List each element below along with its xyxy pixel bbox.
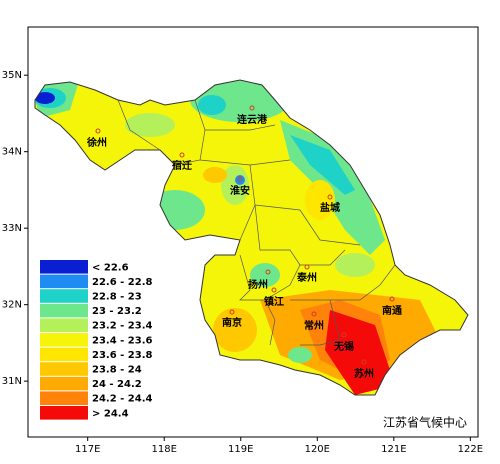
legend-label: 24 - 24.2 [92, 379, 142, 390]
legend-label: 24.2 - 24.4 [92, 394, 153, 405]
legend-label: 23 - 23.2 [92, 306, 142, 317]
city-label: 宿迁 [172, 159, 192, 172]
legend-swatch [40, 318, 88, 332]
city-label: 南通 [382, 304, 402, 317]
x-tick-label: 118E [152, 444, 177, 455]
legend-swatch [40, 260, 88, 274]
legend-swatch [40, 347, 88, 362]
city-label: 徐州 [86, 136, 107, 149]
legend-label: 23.8 - 24 [92, 365, 142, 376]
legend-label: 23.2 - 23.4 [92, 321, 153, 332]
legend-swatch [40, 274, 88, 289]
city-label: 无锡 [333, 340, 354, 353]
credit: 江苏省气候中心 [383, 415, 467, 430]
legend-swatch [40, 289, 88, 303]
x-tick-label: 119E [228, 444, 253, 455]
legend-swatch [40, 333, 88, 347]
legend-swatch [40, 303, 88, 318]
legend-label: 22.8 - 23 [92, 292, 142, 303]
city-label: 镇江 [264, 295, 284, 308]
legend-swatch [40, 362, 88, 376]
legend-label: 22.6 - 22.8 [92, 277, 153, 288]
x-tick-label: 120E [305, 444, 330, 455]
legend-swatch [40, 406, 88, 420]
city-label: 常州 [304, 319, 324, 332]
y-tick-label: 33N [2, 223, 22, 234]
x-tick-label: 122E [458, 444, 483, 455]
y-tick-label: 34N [2, 147, 22, 158]
city-labels: 连云港 徐州 宿迁 淮安 盐城 扬州 泰州 南京 镇江 常州 南通 无锡 苏州 [86, 113, 402, 380]
y-tick-label: 31N [2, 376, 22, 387]
y-tick-label: 35N [2, 70, 22, 81]
city-label: 苏州 [354, 367, 374, 380]
legend-label: 23.6 - 23.8 [92, 350, 153, 361]
city-label: 连云港 [237, 113, 268, 126]
city-label: 盐城 [320, 201, 340, 214]
x-tick-label: 117E [75, 444, 100, 455]
legend-label: > 24.4 [92, 408, 129, 419]
legend-label: < 22.6 [92, 262, 129, 273]
city-label: 淮安 [230, 184, 250, 197]
district-boundaries [117, 99, 396, 346]
city-markers [95, 105, 395, 365]
legend-swatch [40, 376, 88, 391]
city-label: 南京 [222, 316, 242, 329]
city-label: 泰州 [296, 271, 317, 284]
legend-label: 23.4 - 23.6 [92, 335, 153, 346]
y-tick-label: 32N [2, 300, 22, 311]
x-tick-label: 121E [381, 444, 406, 455]
city-label: 扬州 [248, 278, 268, 291]
legend-swatch [40, 391, 88, 405]
